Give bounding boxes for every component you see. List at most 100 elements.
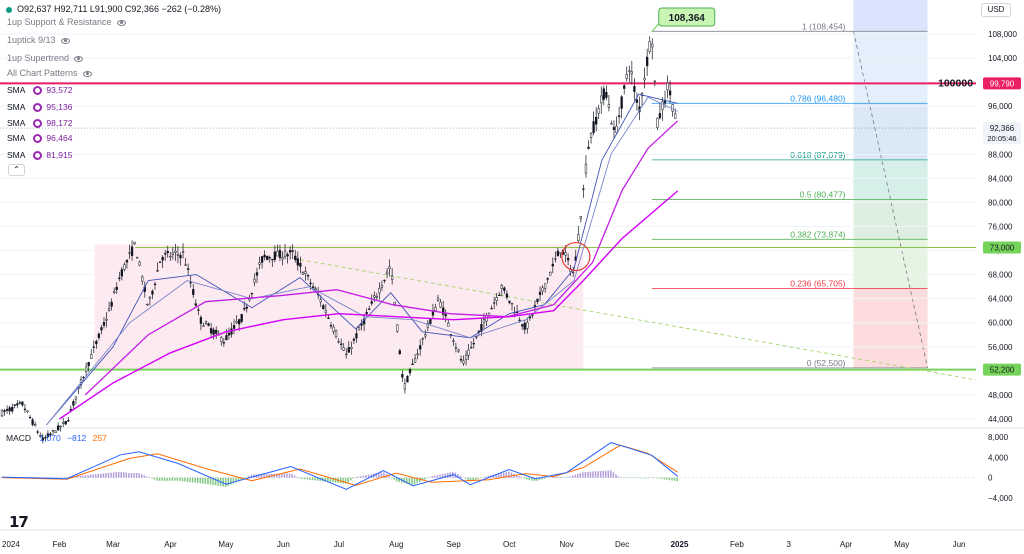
collapse-legend-button[interactable]: ⌃ [8, 164, 25, 176]
macd-histogram-bar [671, 477, 673, 481]
eye-icon[interactable] [116, 19, 126, 26]
macd-histogram-bar [645, 477, 648, 479]
candle-body [643, 77, 646, 81]
settings-icon[interactable] [33, 151, 43, 161]
candles [0, 36, 677, 444]
candle-body [605, 91, 608, 98]
candle-body [413, 358, 417, 363]
hist-value: 257 [92, 433, 107, 443]
candle-body [324, 310, 328, 314]
macd-histogram [3, 470, 678, 487]
macd-histogram-bar [548, 477, 551, 478]
eye-icon[interactable] [60, 37, 70, 44]
macd-histogram-bar [566, 477, 569, 478]
candle-body [523, 322, 526, 330]
candle-body [472, 342, 475, 345]
macd-histogram-bar [523, 477, 525, 479]
sma-legend-row[interactable]: SMA 93,572 [7, 84, 72, 96]
candle-body [674, 113, 677, 119]
candle-body [243, 308, 246, 310]
candle-body [232, 325, 236, 329]
time-axis-tick: 2025 [671, 540, 689, 549]
candle-body [166, 251, 169, 254]
macd-histogram-bar [554, 476, 556, 478]
candle-body [385, 271, 389, 275]
macd-legend[interactable]: MACD 1,070 −812 257 [6, 432, 107, 444]
fibonacci-zone [853, 159, 928, 200]
fibonacci-zone [853, 103, 928, 160]
settings-icon[interactable] [33, 103, 43, 113]
candle-body [368, 308, 371, 310]
candle-body [334, 330, 338, 337]
candle-body [549, 271, 552, 276]
macd-axis-tick: 0 [988, 474, 993, 483]
macd-histogram-bar [250, 474, 253, 478]
sma-legend-row[interactable]: SMA 96,464 [7, 132, 72, 144]
candle-body [309, 282, 312, 285]
time-axis-tick: Sep [447, 540, 462, 549]
candle-body [396, 324, 399, 332]
macd-histogram-bar [194, 477, 196, 483]
current-price-badge: 92,366 [990, 124, 1015, 133]
support-mid-price-badge-bg [983, 241, 1021, 254]
macd-histogram-bar [633, 477, 635, 479]
macd-histogram-bar [576, 473, 579, 478]
macd-histogram-bar [441, 473, 444, 478]
indicator-row[interactable]: All Chart Patterns [7, 67, 92, 79]
candle-body [72, 401, 75, 406]
candle-body [253, 278, 256, 283]
macd-histogram-bar [365, 475, 367, 478]
macd-histogram-bar [209, 477, 212, 485]
candle-body [436, 297, 440, 301]
price-axis-tick: 60,000 [988, 319, 1013, 328]
macd-axis-tick: 8,000 [988, 433, 1009, 442]
macd-histogram-bar [630, 477, 632, 479]
candle-body [110, 301, 113, 307]
settings-icon[interactable] [33, 86, 43, 96]
candle-body [238, 319, 241, 325]
macd-histogram-bar [217, 477, 219, 486]
macd-histogram-bar [133, 473, 135, 478]
macd-histogram-bar [207, 477, 209, 485]
candle-body [355, 333, 358, 339]
candle-body [0, 410, 4, 417]
candle-body [197, 309, 200, 311]
time-axis-tick: Jun [277, 540, 290, 549]
sma-legend-row[interactable]: SMA 81,915 [7, 149, 72, 161]
eye-icon[interactable] [74, 55, 84, 62]
candle-body [171, 252, 174, 255]
macd-histogram-bar [505, 472, 508, 478]
settings-icon[interactable] [33, 134, 43, 144]
indicator-row[interactable]: 1up Supertrend [7, 52, 84, 64]
macd-histogram-bar [472, 477, 474, 481]
candle-body [457, 349, 460, 352]
indicator-row[interactable]: 1up Support & Resistance [7, 16, 126, 28]
macd-histogram-bar [615, 474, 617, 478]
macd-histogram-bar [355, 477, 357, 478]
fibonacci-trend-line [853, 31, 928, 368]
candle-body [373, 295, 376, 298]
indicator-row[interactable]: 1uptick 9/13 [7, 34, 70, 46]
macd-histogram-bar [227, 477, 230, 486]
eye-icon[interactable] [82, 70, 92, 77]
macd-histogram-bar [467, 477, 469, 481]
sma-legend-row[interactable]: SMA 95,136 [7, 101, 72, 113]
candle-body [559, 252, 562, 254]
candle-body [421, 338, 424, 340]
sma-legend-row[interactable]: SMA 98,172 [7, 117, 72, 129]
settings-icon[interactable] [33, 119, 43, 129]
candle-body [577, 234, 580, 242]
macd-histogram-bar [248, 475, 250, 478]
macd-histogram-bar [656, 477, 658, 479]
candle-body [169, 255, 172, 258]
consolidation-range-box [94, 244, 584, 370]
currency-selector[interactable]: USD [981, 3, 1011, 17]
macd-histogram-bar [265, 474, 268, 478]
macd-histogram-bar [449, 472, 451, 478]
candle-body [617, 115, 621, 117]
fibonacci-extension-zone [853, 0, 928, 32]
candle-body [602, 88, 605, 100]
macd-histogram-bar [411, 477, 413, 485]
candle-body [360, 323, 363, 326]
